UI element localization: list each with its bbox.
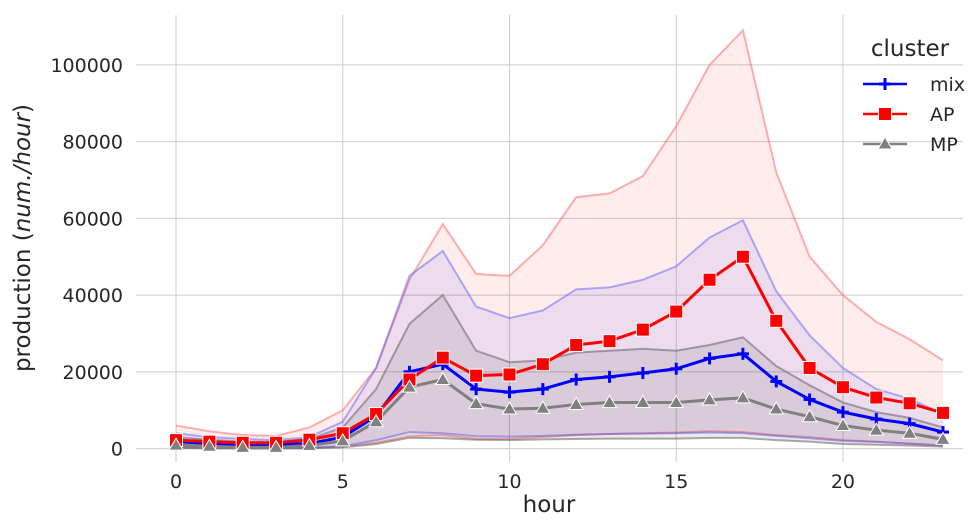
point-ap-15 — [669, 304, 684, 319]
point-mix-11 — [536, 383, 549, 396]
point-mp-2 — [234, 439, 251, 453]
band-mix — [176, 220, 943, 449]
point-ap-17 — [735, 249, 750, 264]
point-mp-3 — [268, 439, 284, 453]
legend-label-mix: mix — [930, 74, 965, 96]
y-tick-labels: 0 20000 40000 60000 80000 100000 — [50, 55, 123, 461]
legend-label-mp: MP — [930, 134, 958, 156]
y-tick-label: 40000 — [63, 285, 123, 307]
point-mix-19 — [803, 393, 816, 406]
point-mp-7 — [401, 379, 418, 393]
point-mp-12 — [568, 396, 585, 410]
point-ap-9 — [469, 368, 484, 383]
series-markers — [168, 249, 951, 453]
point-ap-13 — [602, 334, 617, 349]
point-mp-14 — [635, 394, 651, 409]
point-mp-6 — [368, 413, 384, 428]
y-tick-label: 100000 — [50, 55, 123, 77]
x-axis-label: hour — [523, 492, 576, 518]
point-mp-22 — [901, 425, 918, 439]
point-mix-17 — [736, 347, 749, 360]
legend-label-ap: AP — [930, 104, 954, 126]
point-ap-20 — [835, 380, 850, 395]
point-ap-21 — [869, 390, 884, 405]
point-mp-1 — [201, 438, 218, 452]
y-tick-label: 0 — [111, 439, 123, 461]
grid-lines — [136, 15, 963, 462]
point-ap-22 — [902, 396, 917, 411]
point-mp-11 — [534, 400, 551, 414]
x-tick-label: 10 — [497, 471, 521, 493]
x-tick-label: 15 — [664, 471, 688, 493]
point-mp-21 — [868, 422, 885, 436]
y-tick-label: 20000 — [63, 362, 123, 384]
x-tick-label: 20 — [831, 471, 855, 493]
point-mp-8 — [434, 371, 451, 386]
y-axis-label: production (num./hour) — [10, 104, 36, 372]
point-mp-16 — [701, 391, 718, 406]
point-mix-20 — [836, 406, 849, 419]
point-mp-0 — [168, 437, 184, 451]
point-mp-15 — [668, 394, 685, 409]
y-tick-label: 80000 — [63, 132, 123, 154]
point-ap-16 — [702, 272, 717, 287]
legend-marker-mix — [879, 78, 891, 90]
point-mix-12 — [570, 373, 583, 386]
point-ap-14 — [635, 322, 650, 337]
point-mix-15 — [670, 362, 683, 375]
point-ap-18 — [769, 313, 784, 328]
point-mp-5 — [334, 432, 351, 447]
point-mp-17 — [735, 389, 751, 404]
point-mix-14 — [636, 366, 649, 379]
point-mix-18 — [770, 375, 783, 388]
point-mp-20 — [835, 417, 851, 432]
point-ap-11 — [535, 357, 550, 372]
y-axis-label-suffix: ) — [10, 104, 36, 113]
point-mix-16 — [703, 352, 716, 365]
point-ap-19 — [802, 360, 817, 375]
y-tick-label: 60000 — [63, 208, 123, 230]
point-mp-23 — [935, 431, 951, 445]
point-mix-13 — [603, 370, 616, 383]
legend-title: cluster — [871, 36, 950, 62]
legend-marker-mp — [877, 136, 893, 150]
point-mp-9 — [468, 395, 485, 410]
band-mp — [176, 295, 943, 449]
band-upper-ap — [175, 28, 944, 437]
confidence-bands — [175, 28, 944, 450]
point-ap-23 — [935, 405, 950, 420]
y-axis-label-prefix: production ( — [10, 232, 36, 372]
point-mix-10 — [503, 386, 516, 399]
point-ap-12 — [569, 337, 584, 352]
x-tick-labels: 0 5 10 15 20 — [170, 471, 855, 493]
x-tick-label: 0 — [170, 471, 182, 493]
point-mp-10 — [501, 401, 518, 415]
point-ap-8 — [435, 350, 450, 365]
y-axis-label-units: num./hour — [10, 111, 36, 232]
point-ap-10 — [502, 367, 517, 382]
point-mix-9 — [470, 383, 483, 396]
point-mp-18 — [768, 401, 785, 415]
point-mp-4 — [301, 437, 318, 452]
x-tick-label: 5 — [337, 471, 349, 493]
point-mp-19 — [801, 408, 818, 423]
legend: cluster mix AP MP — [863, 36, 965, 156]
legend-marker-ap — [878, 107, 892, 121]
point-mp-13 — [601, 394, 618, 409]
